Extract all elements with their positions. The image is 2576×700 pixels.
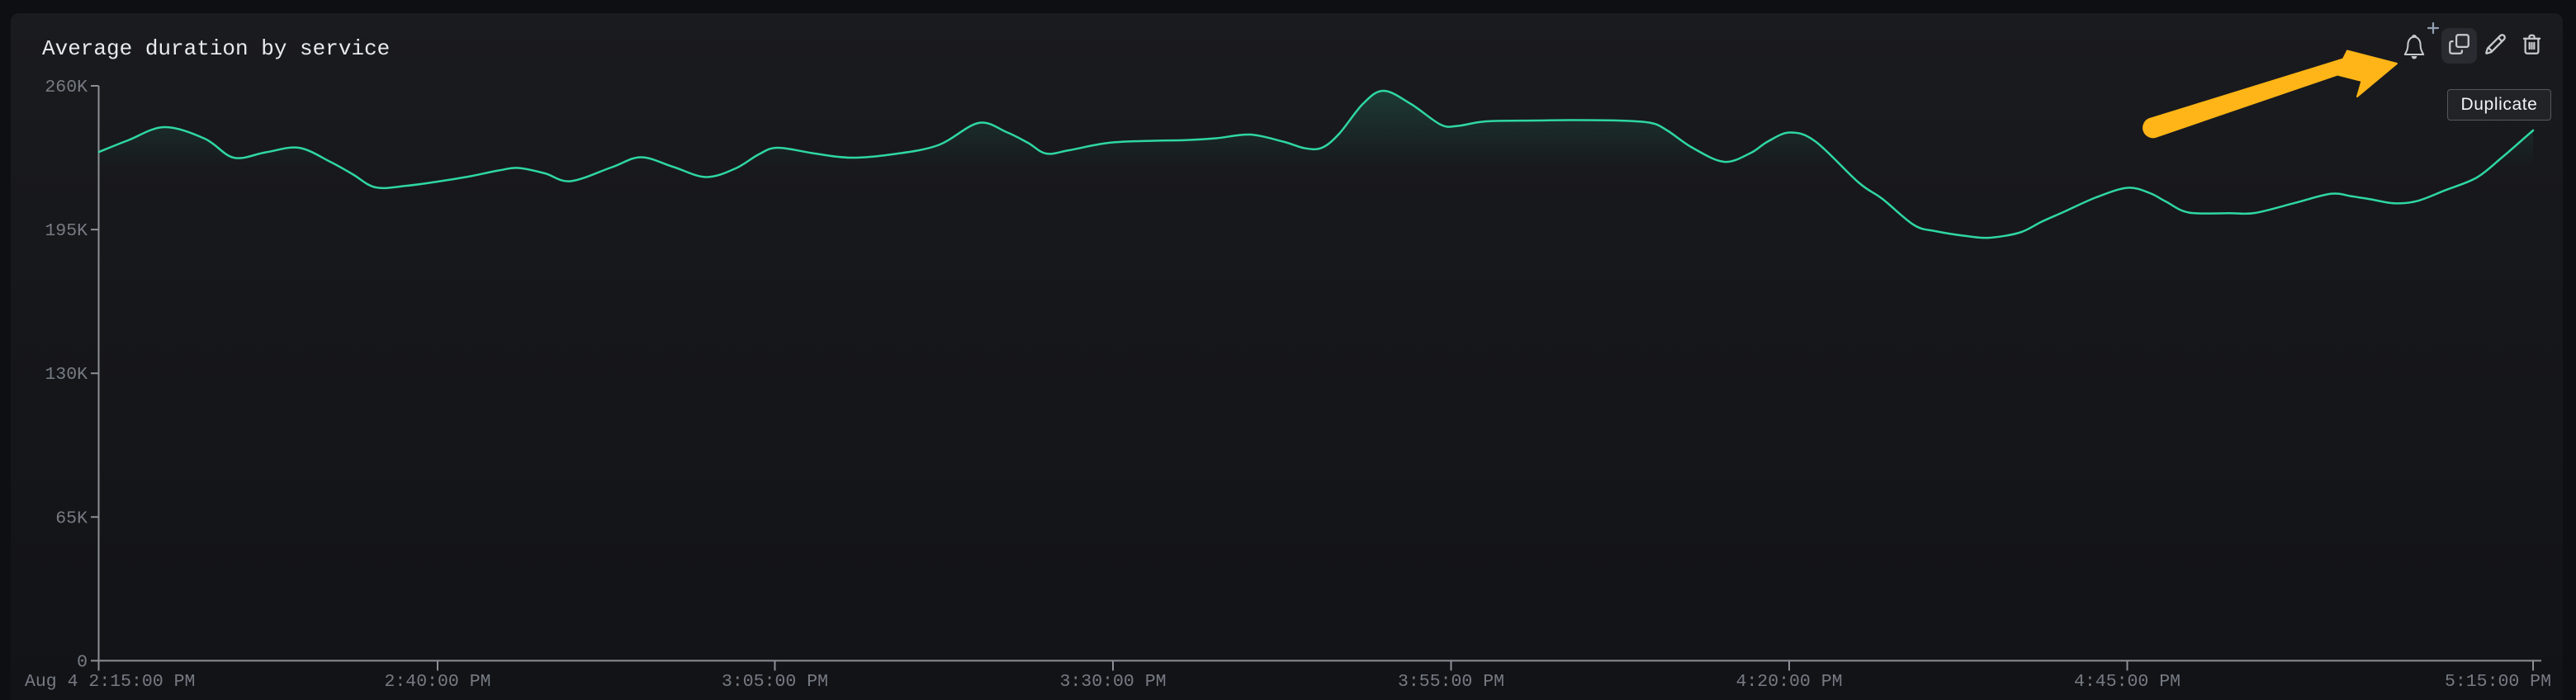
svg-text:4:20:00 PM: 4:20:00 PM xyxy=(1735,672,1842,692)
svg-text:3:30:00 PM: 3:30:00 PM xyxy=(1059,672,1166,692)
svg-text:2:40:00 PM: 2:40:00 PM xyxy=(384,672,490,692)
svg-text:130K: 130K xyxy=(45,365,88,385)
svg-text:Aug 4 2:15:00 PM: Aug 4 2:15:00 PM xyxy=(25,672,195,692)
svg-text:195K: 195K xyxy=(45,221,88,241)
svg-text:260K: 260K xyxy=(45,78,88,97)
svg-text:65K: 65K xyxy=(55,508,88,528)
svg-text:5:15:00 PM: 5:15:00 PM xyxy=(2445,672,2551,692)
svg-text:4:45:00 PM: 4:45:00 PM xyxy=(2074,672,2181,692)
svg-text:3:55:00 PM: 3:55:00 PM xyxy=(1398,672,1504,692)
svg-text:0: 0 xyxy=(77,652,88,672)
svg-text:3:05:00 PM: 3:05:00 PM xyxy=(722,672,828,692)
